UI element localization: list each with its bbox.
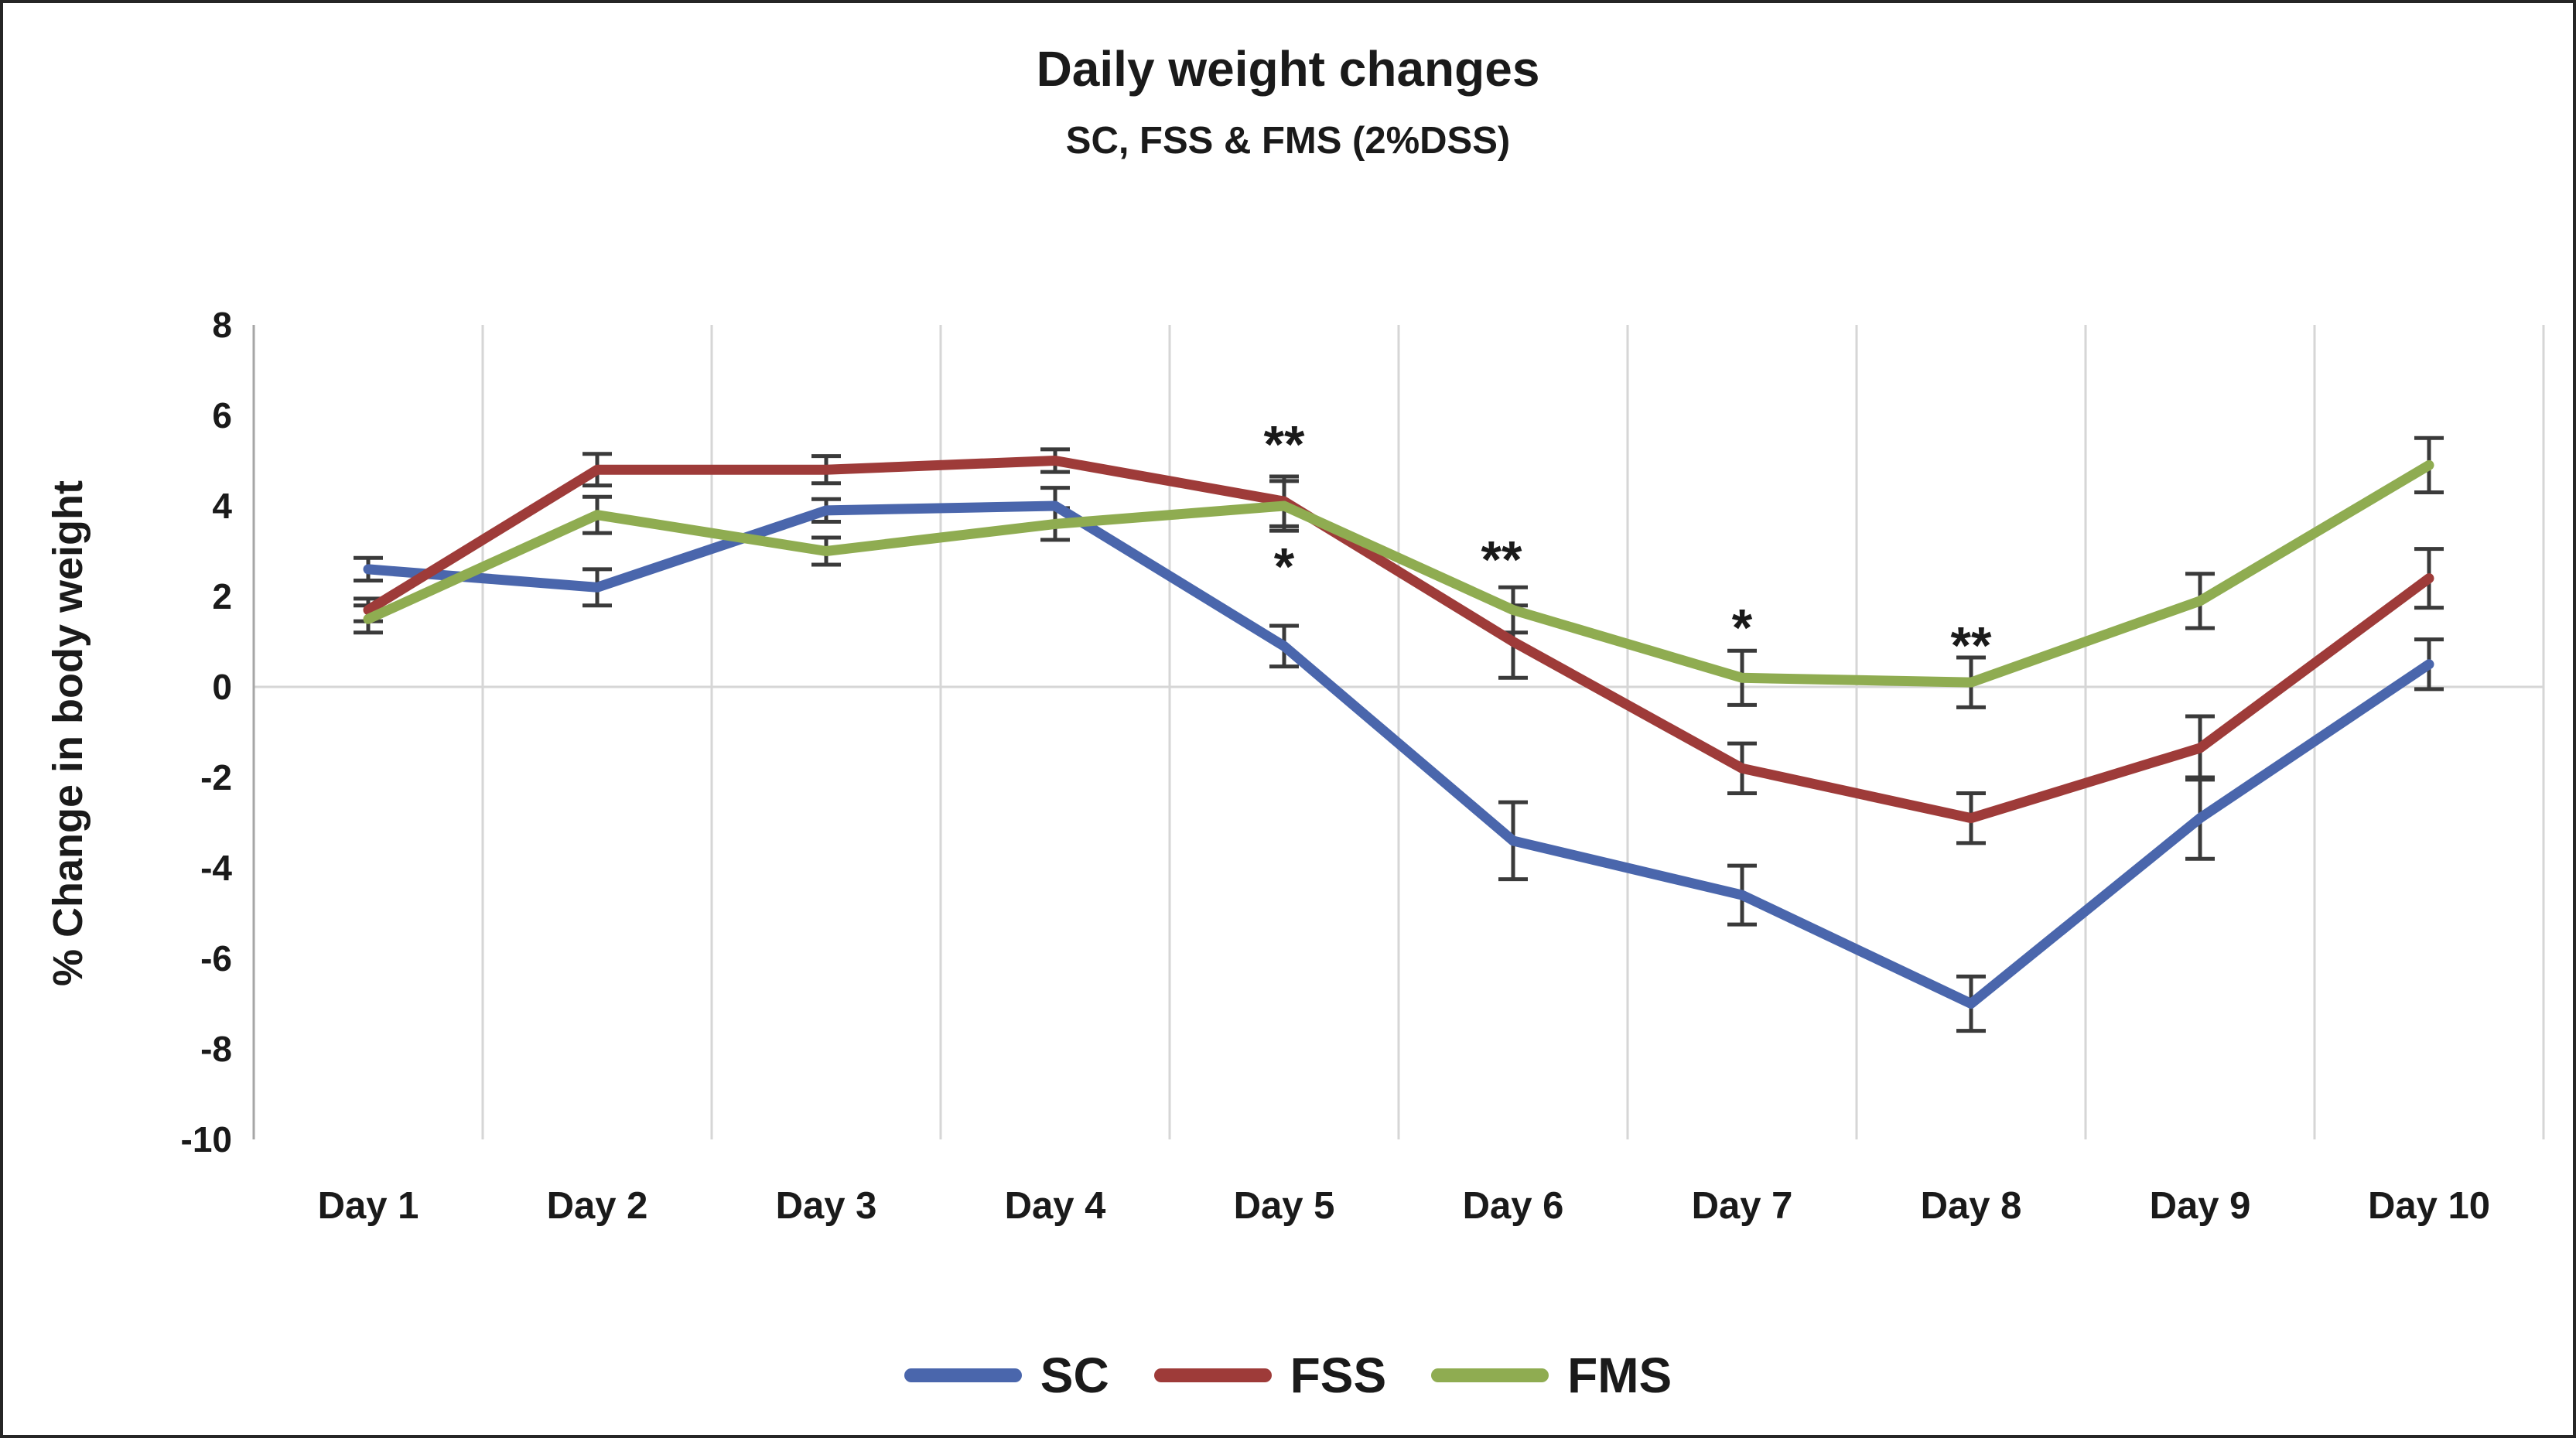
fss-line-swatch [1153, 1368, 1272, 1382]
significance-asterisk: ** [1481, 531, 1522, 589]
x-category-label: Day 6 [1463, 1185, 1564, 1227]
legend-item-fss: FSS [1153, 1347, 1387, 1403]
significance-asterisk: ** [1951, 617, 1992, 675]
significance-asterisk: * [1732, 598, 1753, 657]
x-category-label: Day 1 [318, 1185, 419, 1227]
y-tick-label: 8 [212, 305, 232, 345]
y-tick-label: 2 [212, 576, 232, 617]
y-tick-label: -10 [181, 1119, 232, 1160]
x-category-label: Day 4 [1005, 1185, 1106, 1227]
series-line-fss [363, 456, 2434, 824]
legend-item-fms: FMS [1431, 1351, 1672, 1400]
significance-asterisk: * [1274, 537, 1295, 596]
chart-subtitle: SC, FSS & FMS (2%DSS) [1065, 120, 1511, 162]
x-category-label: Day 5 [1234, 1185, 1335, 1227]
series-line-sc [363, 500, 2434, 1009]
legend-label-sc: SC [1040, 1347, 1109, 1403]
y-tick-label: -4 [200, 848, 232, 888]
x-category-label: Day 2 [547, 1185, 648, 1227]
series-line-fms [363, 459, 2434, 688]
significance-asterisk: ** [1264, 415, 1305, 473]
x-category-label: Day 10 [2368, 1185, 2490, 1227]
y-tick-label: 4 [212, 486, 232, 526]
chart-title: Daily weight changes [1036, 41, 1540, 97]
legend: SC FSS FMS [3, 1351, 2573, 1400]
y-tick-label: -2 [200, 757, 232, 798]
y-tick-label: -8 [200, 1029, 232, 1069]
y-tick-label: -6 [200, 938, 232, 979]
legend-item-sc: SC [904, 1351, 1109, 1400]
x-category-label: Day 7 [1692, 1185, 1793, 1227]
sc-line-swatch [904, 1368, 1022, 1382]
legend-label-fss: FSS [1290, 1347, 1387, 1403]
x-category-label: Day 3 [776, 1185, 877, 1227]
x-category-label: Day 8 [1921, 1185, 2022, 1227]
legend-label-fms: FMS [1567, 1347, 1672, 1403]
line-chart: 8 6 4 2 0 -2 -4 -6 -8 -10 Day 1 Day 2 Day 3 Day 4 Day … [181, 305, 2545, 1227]
fms-line-swatch [1431, 1368, 1549, 1382]
y-tick-label: 0 [212, 667, 232, 707]
y-tick-label: 6 [212, 395, 232, 435]
x-category-label: Day 9 [2150, 1185, 2251, 1227]
